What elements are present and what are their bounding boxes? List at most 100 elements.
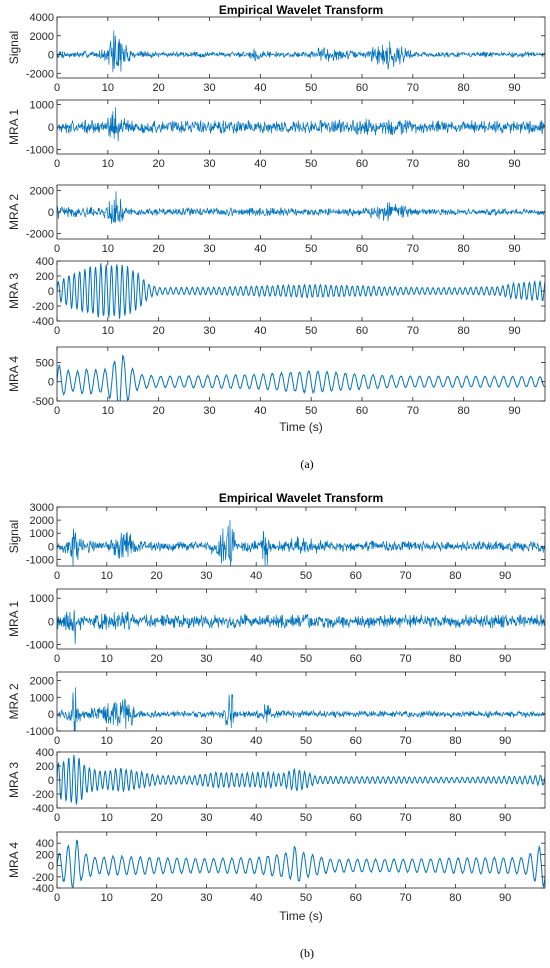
y-tick-label: -400 — [32, 803, 54, 815]
y-tick-label: 0 — [48, 122, 54, 134]
x-tick-label: 90 — [499, 892, 511, 904]
series-line — [57, 191, 545, 224]
x-tick-label: 40 — [254, 158, 266, 170]
x-tick-label: 80 — [449, 812, 461, 824]
x-tick-label: 20 — [150, 570, 162, 582]
y-tick-label: 200 — [36, 761, 54, 773]
x-tick-label: 10 — [101, 735, 113, 747]
x-tick-label: 30 — [203, 158, 215, 170]
x-tick-label: 80 — [449, 570, 461, 582]
x-tick-label: 10 — [102, 405, 114, 417]
y-axis-label: MRA 1 — [7, 109, 21, 145]
y-tick-label: 2000 — [30, 31, 54, 43]
x-tick-label: 90 — [508, 82, 520, 94]
y-tick-label: -1000 — [26, 145, 54, 157]
y-tick-label: -1000 — [26, 726, 54, 738]
y-tick-label: -1000 — [26, 554, 54, 566]
x-tick-label: 60 — [350, 570, 362, 582]
x-tick-label: 40 — [254, 405, 266, 417]
axes-box — [56, 16, 546, 79]
x-tick-label: 30 — [200, 812, 212, 824]
x-tick-label: 0 — [54, 570, 60, 582]
y-tick-label: 0 — [48, 616, 54, 628]
x-tick-label: 90 — [508, 325, 520, 337]
y-tick-label: 0 — [48, 541, 54, 553]
chart-b: Empirical Wavelet Transform 0 10 20 30 40 50 60… — [7, 491, 546, 960]
x-tick-label: 40 — [250, 812, 262, 824]
y-tick-label: 200 — [36, 849, 54, 861]
x-tick-label: 20 — [150, 812, 162, 824]
y-axis-label: MRA 1 — [7, 601, 21, 637]
chart-title: Empirical Wavelet Transform — [219, 3, 383, 17]
series-line — [57, 263, 545, 319]
series-line — [57, 754, 545, 805]
x-tick-label: 10 — [102, 243, 114, 255]
y-tick-label: -200 — [32, 789, 54, 801]
x-tick-label: 20 — [153, 158, 165, 170]
x-tick-label: 80 — [458, 243, 470, 255]
y-axis-label: Signal — [7, 520, 21, 553]
x-tick-label: 50 — [300, 735, 312, 747]
series-line — [57, 610, 545, 645]
x-tick-label: 0 — [54, 158, 60, 170]
y-tick-label: 400 — [36, 838, 54, 850]
x-tick-label: 30 — [203, 82, 215, 94]
x-tick-label: 20 — [153, 405, 165, 417]
x-tick-label: 60 — [356, 82, 368, 94]
y-tick-label: 400 — [36, 256, 54, 268]
x-tick-label: 50 — [305, 325, 317, 337]
x-tick-label: 10 — [101, 570, 113, 582]
x-tick-label: 80 — [449, 735, 461, 747]
y-tick-label: 0 — [48, 861, 54, 873]
x-tick-label: 80 — [458, 325, 470, 337]
x-axis-label: Time (s) — [279, 420, 323, 434]
chart-a: Empirical Wavelet Transform 0 10 20 30 40 50 60… — [7, 3, 546, 471]
y-tick-label: 0 — [48, 775, 54, 787]
y-tick-label: -400 — [32, 883, 54, 895]
x-tick-label: 20 — [150, 653, 162, 665]
y-tick-label: 0 — [48, 286, 54, 298]
x-tick-label: 10 — [102, 82, 114, 94]
x-tick-label: 90 — [499, 735, 511, 747]
x-tick-label: 70 — [407, 325, 419, 337]
y-axis-label: MRA 4 — [7, 842, 21, 878]
x-tick-label: 0 — [54, 892, 60, 904]
x-tick-label: 90 — [508, 405, 520, 417]
x-tick-label: 40 — [254, 82, 266, 94]
x-tick-label: 60 — [350, 653, 362, 665]
x-tick-label: 30 — [200, 653, 212, 665]
y-axis-label: MRA 4 — [7, 356, 21, 392]
series-line — [57, 839, 545, 888]
x-tick-label: 20 — [153, 243, 165, 255]
x-tick-label: 70 — [399, 892, 411, 904]
x-tick-label: 70 — [407, 158, 419, 170]
x-tick-label: 60 — [356, 405, 368, 417]
x-tick-label: 70 — [399, 653, 411, 665]
y-tick-label: 400 — [36, 747, 54, 759]
x-tick-label: 30 — [203, 325, 215, 337]
x-tick-label: 0 — [54, 82, 60, 94]
x-tick-label: 20 — [153, 325, 165, 337]
x-tick-label: 60 — [350, 812, 362, 824]
axes-box — [56, 671, 546, 732]
y-tick-label: -200 — [32, 301, 54, 313]
x-tick-label: 40 — [250, 570, 262, 582]
y-tick-label: 2000 — [30, 675, 54, 687]
x-axis-label: Time (s) — [279, 909, 323, 923]
x-tick-label: 30 — [203, 405, 215, 417]
y-axis-label: Signal — [7, 31, 21, 64]
y-axis-label: MRA 3 — [7, 762, 21, 798]
x-tick-label: 20 — [153, 82, 165, 94]
x-tick-label: 20 — [150, 892, 162, 904]
x-tick-label: 50 — [300, 570, 312, 582]
y-tick-label: 500 — [36, 357, 54, 369]
x-tick-label: 0 — [54, 325, 60, 337]
y-tick-label: -200 — [32, 872, 54, 884]
x-tick-label: 10 — [101, 812, 113, 824]
x-tick-label: 90 — [508, 158, 520, 170]
x-tick-label: 30 — [200, 570, 212, 582]
